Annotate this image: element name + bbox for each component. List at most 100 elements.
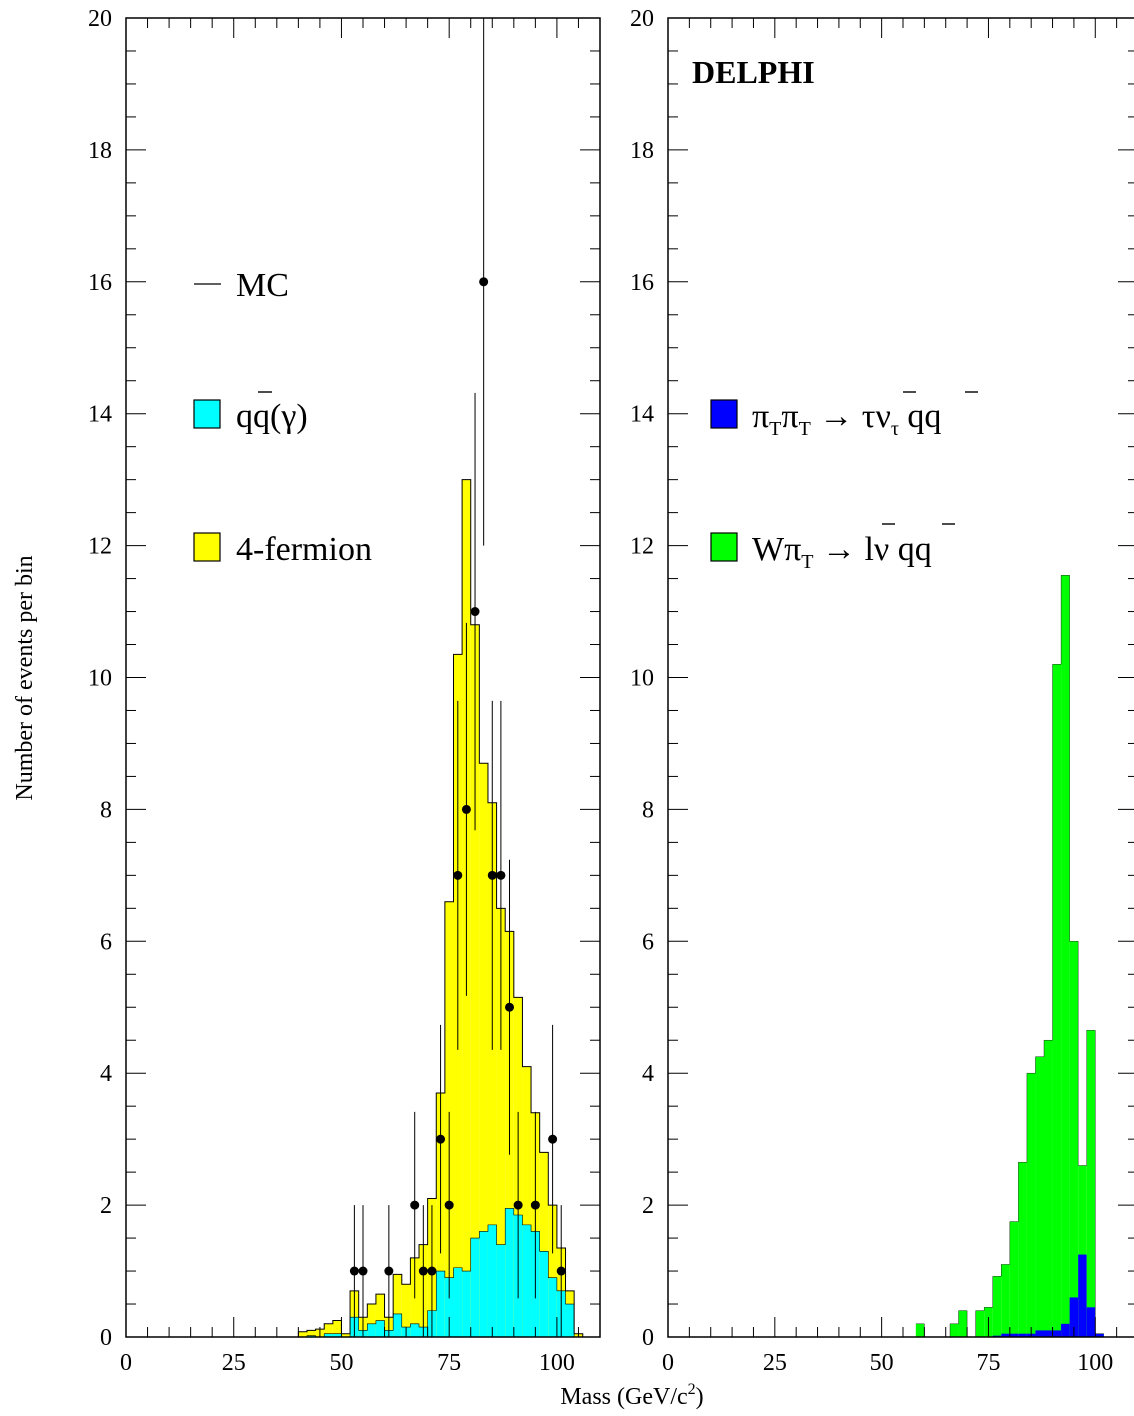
right-bar-pipi	[1061, 1323, 1070, 1337]
legend-four-fermion-label: 4-fermion	[236, 531, 372, 568]
x-tick-label: 25	[222, 1350, 246, 1376]
data-point	[513, 1200, 523, 1210]
y-axis-title: Number of events per bin	[12, 555, 38, 800]
right-bar-pipi	[1035, 1330, 1044, 1337]
data-point	[461, 804, 471, 814]
legend-mc-label: MC	[236, 267, 289, 304]
left-data-points	[349, 18, 566, 1337]
left-bar-four_fermion	[367, 1304, 376, 1337]
legend-wpi-label: WπT → lν qq	[752, 531, 932, 573]
y-tick-label: 8	[642, 797, 654, 823]
left-bar-qq	[410, 1323, 420, 1337]
left-bar-qq	[505, 1208, 514, 1337]
left-bar-four_fermion	[479, 763, 488, 1337]
left-bar-four_fermion	[332, 1320, 342, 1337]
right-bar-wpi	[975, 1310, 985, 1337]
right-bar-wpi	[992, 1276, 1002, 1337]
x-tick-label: 75	[976, 1350, 1000, 1376]
y-tick-label: 4	[642, 1061, 654, 1087]
y-tick-label: 0	[642, 1325, 654, 1351]
data-point	[556, 1266, 566, 1276]
data-point	[436, 1134, 446, 1144]
mc-outline-path	[297, 479, 592, 1338]
left-bar-qq	[470, 1238, 480, 1337]
y-tick-label: 12	[630, 534, 654, 560]
right-bar-pipi	[1018, 1333, 1027, 1337]
y-tick-label: 0	[100, 1325, 112, 1351]
x-tick-label: 50	[329, 1350, 353, 1376]
left-bar-four_fermion	[341, 1333, 351, 1337]
x-tick-label: 0	[662, 1350, 674, 1376]
data-point	[453, 870, 463, 880]
left-bar-qq	[548, 1277, 557, 1337]
legend-wpi-swatch	[710, 532, 738, 562]
y-tick-label: 10	[88, 666, 112, 692]
data-point	[505, 1002, 515, 1012]
y-tick-label: 2	[100, 1193, 112, 1219]
x-tick-label: 100	[1077, 1350, 1113, 1376]
x-tick-label: 75	[437, 1350, 461, 1376]
data-point	[479, 277, 489, 287]
legend-pipi-label: πTπT → τντ qq	[752, 398, 941, 440]
right-bar-wpi	[1052, 664, 1062, 1337]
right-bar-wpi	[1078, 1165, 1087, 1337]
right-bar-pipi	[1001, 1333, 1010, 1337]
left-bar-qq	[479, 1231, 488, 1337]
y-tick-label: 18	[630, 138, 654, 164]
y-tick-label: 18	[88, 138, 112, 164]
data-point	[496, 870, 506, 880]
y-tick-label: 14	[630, 402, 654, 428]
left-bar-four_fermion	[470, 624, 480, 1337]
data-point	[427, 1266, 437, 1276]
data-point	[349, 1266, 359, 1276]
data-point	[384, 1266, 394, 1276]
left-bar-qq	[324, 1333, 333, 1337]
y-tick-label: 16	[88, 270, 112, 296]
right-bar-wpi	[958, 1310, 968, 1337]
left-bar-qq	[393, 1313, 402, 1337]
legend-qq-swatch	[193, 399, 221, 429]
experiment-label: DELPHI	[692, 54, 815, 90]
left-bar-four_fermion	[375, 1294, 385, 1337]
y-tick-label: 8	[100, 797, 112, 823]
right-bar-pipi	[1009, 1333, 1019, 1337]
y-tick-label: 16	[630, 270, 654, 296]
left-bar-four_fermion	[298, 1331, 307, 1337]
y-tick-label: 4	[100, 1061, 112, 1087]
data-point	[418, 1266, 428, 1276]
left-bar-qq	[332, 1333, 342, 1337]
x-tick-label: 25	[763, 1350, 787, 1376]
right-bar-wpi	[1009, 1221, 1019, 1337]
data-point	[410, 1200, 420, 1210]
left-bar-qq	[565, 1304, 575, 1337]
y-tick-label: 6	[100, 929, 112, 955]
y-tick-label: 20	[630, 6, 654, 32]
left-bar-qq	[453, 1267, 463, 1337]
right-bar-pipi	[1095, 1333, 1104, 1337]
data-point	[470, 607, 480, 617]
x-tick-label: 0	[120, 1350, 132, 1376]
qq-outline-path	[298, 1208, 592, 1338]
left-bar-four_fermion	[393, 1274, 402, 1337]
y-tick-label: 6	[642, 929, 654, 955]
y-tick-label: 10	[630, 666, 654, 692]
right-outline-path	[915, 575, 1104, 1338]
right-histogram	[915, 575, 1104, 1338]
left-bar-four_fermion	[548, 1205, 557, 1337]
y-tick-label: 20	[88, 6, 112, 32]
right-bar-pipi	[1069, 1297, 1079, 1337]
left-bar-four_fermion	[496, 908, 506, 1337]
right-panel: 0 2 4 6 8 10 12 14 16 18 20 0 25 50 75 100 DELPHI πTπT …	[630, 6, 1134, 1376]
left-panel: 0 2 4 6 8 10 12 14 16 18 20 0 25 50 75 100 MC qq(γ) 4-f…	[88, 6, 601, 1376]
left-axis-ticks: 0 2 4 6 8 10 12 14 16 18 20 0 25 50 75 100	[88, 6, 601, 1376]
left-bar-qq	[444, 1277, 454, 1337]
legend-four-fermion-swatch	[193, 532, 221, 562]
right-bar-wpi	[1061, 575, 1070, 1337]
right-bar-pipi	[1078, 1254, 1087, 1337]
left-legend: MC qq(γ) 4-fermion	[193, 267, 372, 568]
right-bar-wpi	[1069, 941, 1079, 1337]
data-point	[444, 1200, 454, 1210]
y-tick-label: 14	[88, 402, 112, 428]
right-bar-pipi	[1052, 1330, 1062, 1337]
y-tick-label: 12	[88, 534, 112, 560]
